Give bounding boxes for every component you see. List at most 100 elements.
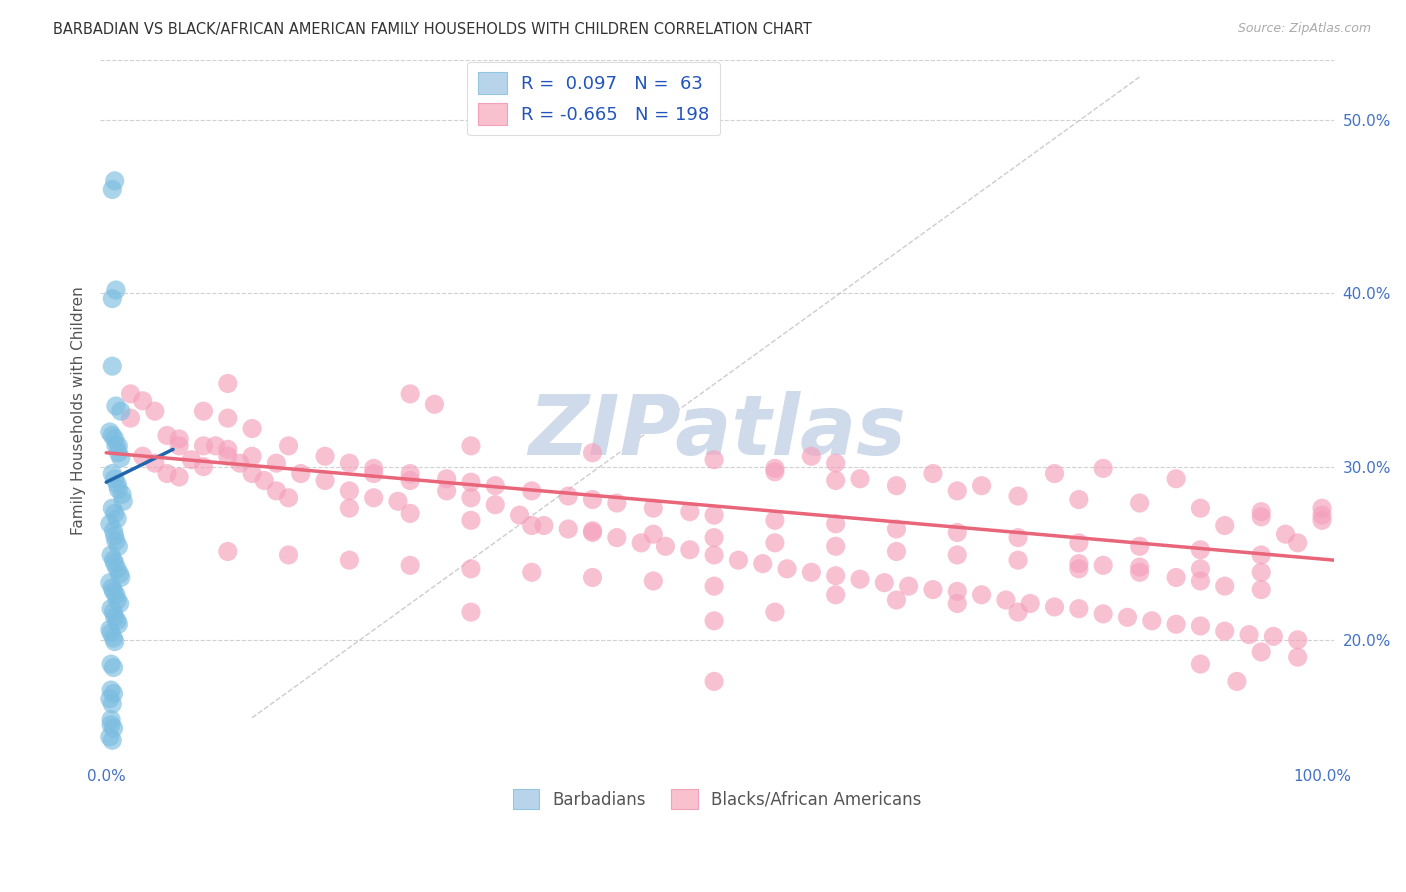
Point xyxy=(98,516,121,531)
Point xyxy=(104,610,127,624)
Point xyxy=(107,446,129,460)
Point xyxy=(800,566,823,580)
Point xyxy=(277,491,299,505)
Point xyxy=(763,513,786,527)
Point xyxy=(110,404,132,418)
Point xyxy=(103,686,125,700)
Point xyxy=(156,467,179,481)
Point xyxy=(100,683,122,698)
Point xyxy=(101,359,124,374)
Point xyxy=(103,631,125,645)
Point xyxy=(1164,472,1187,486)
Point xyxy=(630,536,652,550)
Point xyxy=(994,593,1017,607)
Point xyxy=(1286,632,1309,647)
Point xyxy=(104,634,127,648)
Point xyxy=(581,492,603,507)
Point xyxy=(98,623,121,637)
Point xyxy=(110,450,132,465)
Point xyxy=(679,505,702,519)
Point xyxy=(217,376,239,391)
Y-axis label: Family Households with Children: Family Households with Children xyxy=(72,286,86,534)
Point xyxy=(606,496,628,510)
Legend: Barbadians, Blacks/African Americans: Barbadians, Blacks/African Americans xyxy=(506,782,928,816)
Point xyxy=(167,439,190,453)
Point xyxy=(703,452,725,467)
Point xyxy=(105,562,128,576)
Point xyxy=(1250,548,1272,562)
Point xyxy=(824,474,846,488)
Point xyxy=(193,404,215,418)
Point xyxy=(253,474,276,488)
Point xyxy=(1189,657,1212,671)
Point xyxy=(1226,674,1249,689)
Point xyxy=(520,483,543,498)
Point xyxy=(557,522,579,536)
Point xyxy=(520,518,543,533)
Point xyxy=(1092,461,1115,475)
Point xyxy=(100,717,122,731)
Point xyxy=(654,539,676,553)
Point xyxy=(1286,650,1309,665)
Point xyxy=(104,588,127,602)
Point xyxy=(103,605,125,619)
Point xyxy=(98,691,121,706)
Point xyxy=(763,605,786,619)
Point xyxy=(824,568,846,582)
Point xyxy=(1213,518,1236,533)
Point xyxy=(484,478,506,492)
Point xyxy=(1286,536,1309,550)
Point xyxy=(100,713,122,727)
Point xyxy=(104,283,127,297)
Point xyxy=(1189,562,1212,576)
Point xyxy=(337,483,360,498)
Point xyxy=(104,507,127,521)
Point xyxy=(1007,605,1029,619)
Point xyxy=(107,539,129,553)
Point xyxy=(1310,501,1333,516)
Point xyxy=(108,567,131,582)
Point xyxy=(100,626,122,640)
Point xyxy=(143,404,166,418)
Point xyxy=(103,524,125,538)
Point xyxy=(101,428,124,442)
Point xyxy=(100,601,122,615)
Point xyxy=(703,579,725,593)
Point xyxy=(643,501,665,516)
Point xyxy=(105,511,128,525)
Point xyxy=(1250,645,1272,659)
Point xyxy=(886,593,908,607)
Point xyxy=(533,518,555,533)
Point xyxy=(387,494,409,508)
Point xyxy=(1067,601,1090,615)
Point xyxy=(107,439,129,453)
Point xyxy=(193,439,215,453)
Point xyxy=(104,472,127,486)
Point xyxy=(763,536,786,550)
Point xyxy=(107,617,129,632)
Point xyxy=(193,459,215,474)
Point xyxy=(1274,527,1296,541)
Point xyxy=(105,614,128,628)
Point xyxy=(101,697,124,711)
Point xyxy=(1250,582,1272,597)
Point xyxy=(581,570,603,584)
Point xyxy=(105,593,128,607)
Point xyxy=(1129,496,1152,510)
Text: BARBADIAN VS BLACK/AFRICAN AMERICAN FAMILY HOUSEHOLDS WITH CHILDREN CORRELATION : BARBADIAN VS BLACK/AFRICAN AMERICAN FAMI… xyxy=(53,22,813,37)
Point xyxy=(509,508,531,522)
Point xyxy=(229,456,252,470)
Point xyxy=(1250,509,1272,524)
Point xyxy=(314,474,336,488)
Point xyxy=(277,548,299,562)
Point xyxy=(167,470,190,484)
Point xyxy=(1067,557,1090,571)
Point xyxy=(1213,624,1236,639)
Point xyxy=(1189,501,1212,516)
Point xyxy=(101,733,124,747)
Point xyxy=(946,584,969,599)
Point xyxy=(112,494,135,508)
Text: Source: ZipAtlas.com: Source: ZipAtlas.com xyxy=(1237,22,1371,36)
Point xyxy=(776,562,799,576)
Point xyxy=(1237,627,1260,641)
